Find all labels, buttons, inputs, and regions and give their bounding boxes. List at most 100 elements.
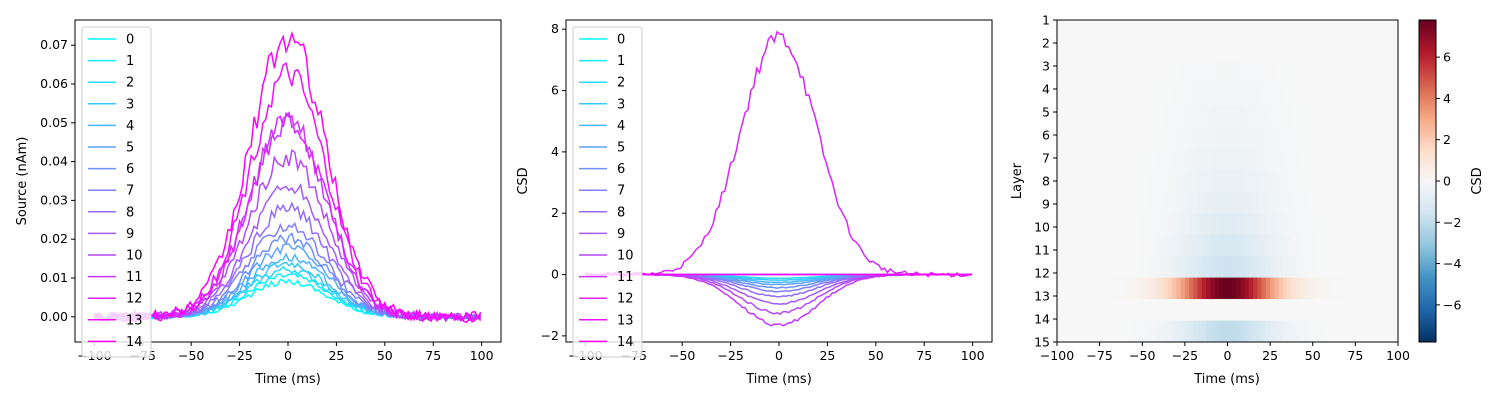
heatmap-cell [1299, 148, 1305, 171]
heatmap-cell [1231, 148, 1237, 171]
heatmap-cell [1372, 105, 1378, 128]
heatmap-cell [1376, 105, 1382, 128]
heatmap-cell [1329, 105, 1335, 128]
heatmap-cell [1116, 234, 1122, 257]
heatmap-cell [1218, 299, 1224, 322]
heatmap-cell [1287, 299, 1293, 322]
heatmap-cell [1329, 299, 1335, 322]
heatmap-cell [1189, 234, 1194, 257]
heatmap-cell [1385, 105, 1391, 128]
heatmap-cell [1176, 256, 1182, 279]
heatmap-cell [1172, 62, 1177, 85]
y-tick-label: 2 [1042, 36, 1050, 51]
series-line-14 [94, 30, 482, 324]
heatmap-cell [1133, 299, 1139, 322]
heatmap-cell [1074, 148, 1079, 171]
heatmap-cell [1214, 277, 1220, 300]
heatmap-cell [1312, 41, 1318, 64]
heatmap-cell [1236, 299, 1241, 322]
heatmap-cell [1257, 127, 1263, 150]
heatmap-cell [1223, 320, 1229, 342]
heatmap-cell [1368, 299, 1374, 322]
heatmap-cell [1282, 299, 1288, 322]
heatmap-cell [1368, 84, 1374, 107]
heatmap-cell [1172, 234, 1177, 257]
heatmap-cell [1321, 41, 1327, 64]
heatmap-cell [1193, 320, 1199, 342]
heatmap-cell [1227, 213, 1233, 236]
heatmap-cell [1214, 148, 1220, 171]
heatmap-cell [1338, 320, 1344, 342]
y-tick-label: 0 [551, 267, 559, 282]
heatmap-cell [1155, 41, 1160, 64]
heatmap-cell [1393, 256, 1398, 279]
heatmap-cell [1355, 84, 1361, 107]
heatmap-cell [1129, 320, 1135, 342]
heatmap-cell [1137, 234, 1143, 257]
heatmap-cell [1146, 105, 1152, 128]
heatmap-cell [1287, 320, 1293, 342]
heatmap-cell [1095, 277, 1101, 300]
heatmap-cell [1325, 320, 1331, 342]
heatmap-cell [1189, 105, 1194, 128]
heatmap-cell [1389, 299, 1395, 322]
heatmap-cell [1172, 105, 1177, 128]
heatmap-cell [1210, 256, 1216, 279]
heatmap-cell [1120, 127, 1126, 150]
heatmap-cell [1214, 62, 1220, 85]
heatmap-cell [1351, 320, 1356, 342]
heatmap-cell [1108, 256, 1114, 279]
heatmap-cell [1299, 105, 1305, 128]
heatmap-cell [1342, 41, 1348, 64]
heatmap-cell [1308, 41, 1314, 64]
heatmap-cell [1137, 105, 1143, 128]
heatmap-cell [1108, 213, 1114, 236]
heatmap-cell [1304, 20, 1310, 43]
heatmap-cell [1304, 148, 1310, 171]
heatmap-cell [1363, 191, 1369, 214]
colorbar-tick-label: 4 [1443, 91, 1451, 106]
heatmap-cell [1317, 277, 1322, 300]
heatmap-cell [1385, 320, 1391, 342]
heatmap-cell [1389, 191, 1395, 214]
heatmap-cell [1231, 20, 1237, 43]
heatmap-cell [1206, 170, 1212, 193]
heatmap-cell [1108, 148, 1114, 171]
heatmap-cell [1180, 20, 1186, 43]
heatmap-cell [1359, 191, 1365, 214]
heatmap-cell [1146, 127, 1152, 150]
heatmap-cell [1317, 170, 1322, 193]
heatmap-cell [1133, 277, 1139, 300]
heatmap-cell [1184, 41, 1190, 64]
heatmap-cell [1376, 148, 1382, 171]
heatmap-cell [1210, 62, 1216, 85]
heatmap-cell [1236, 234, 1241, 257]
heatmap-cell [1163, 84, 1169, 107]
heatmap-cell [1082, 191, 1088, 214]
heatmap-cell [1155, 320, 1160, 342]
heatmap-cell [1125, 62, 1131, 85]
heatmap-cell [1240, 256, 1246, 279]
heatmap-cell [1218, 277, 1224, 300]
heatmap-cell [1270, 320, 1275, 342]
heatmap-cell [1295, 213, 1301, 236]
heatmap-cell [1227, 256, 1233, 279]
heatmap-cell [1278, 256, 1284, 279]
heatmap-cell [1240, 170, 1246, 193]
heatmap-cell [1372, 84, 1378, 107]
heatmap-cell [1325, 148, 1331, 171]
heatmap-cell [1334, 213, 1339, 236]
heatmap-cell [1295, 127, 1301, 150]
heatmap-cell [1240, 127, 1246, 150]
heatmap-cell [1257, 277, 1263, 300]
heatmap-cell [1133, 41, 1139, 64]
heatmap-cell [1129, 127, 1135, 150]
heatmap-cell [1103, 320, 1109, 342]
heatmap-cell [1214, 234, 1220, 257]
heatmap-cell [1078, 320, 1084, 342]
heatmap-cell [1167, 299, 1173, 322]
heatmap-cell [1172, 299, 1177, 322]
heatmap-cell [1321, 320, 1327, 342]
heatmap-cell [1078, 213, 1084, 236]
heatmap-cell [1074, 191, 1079, 214]
